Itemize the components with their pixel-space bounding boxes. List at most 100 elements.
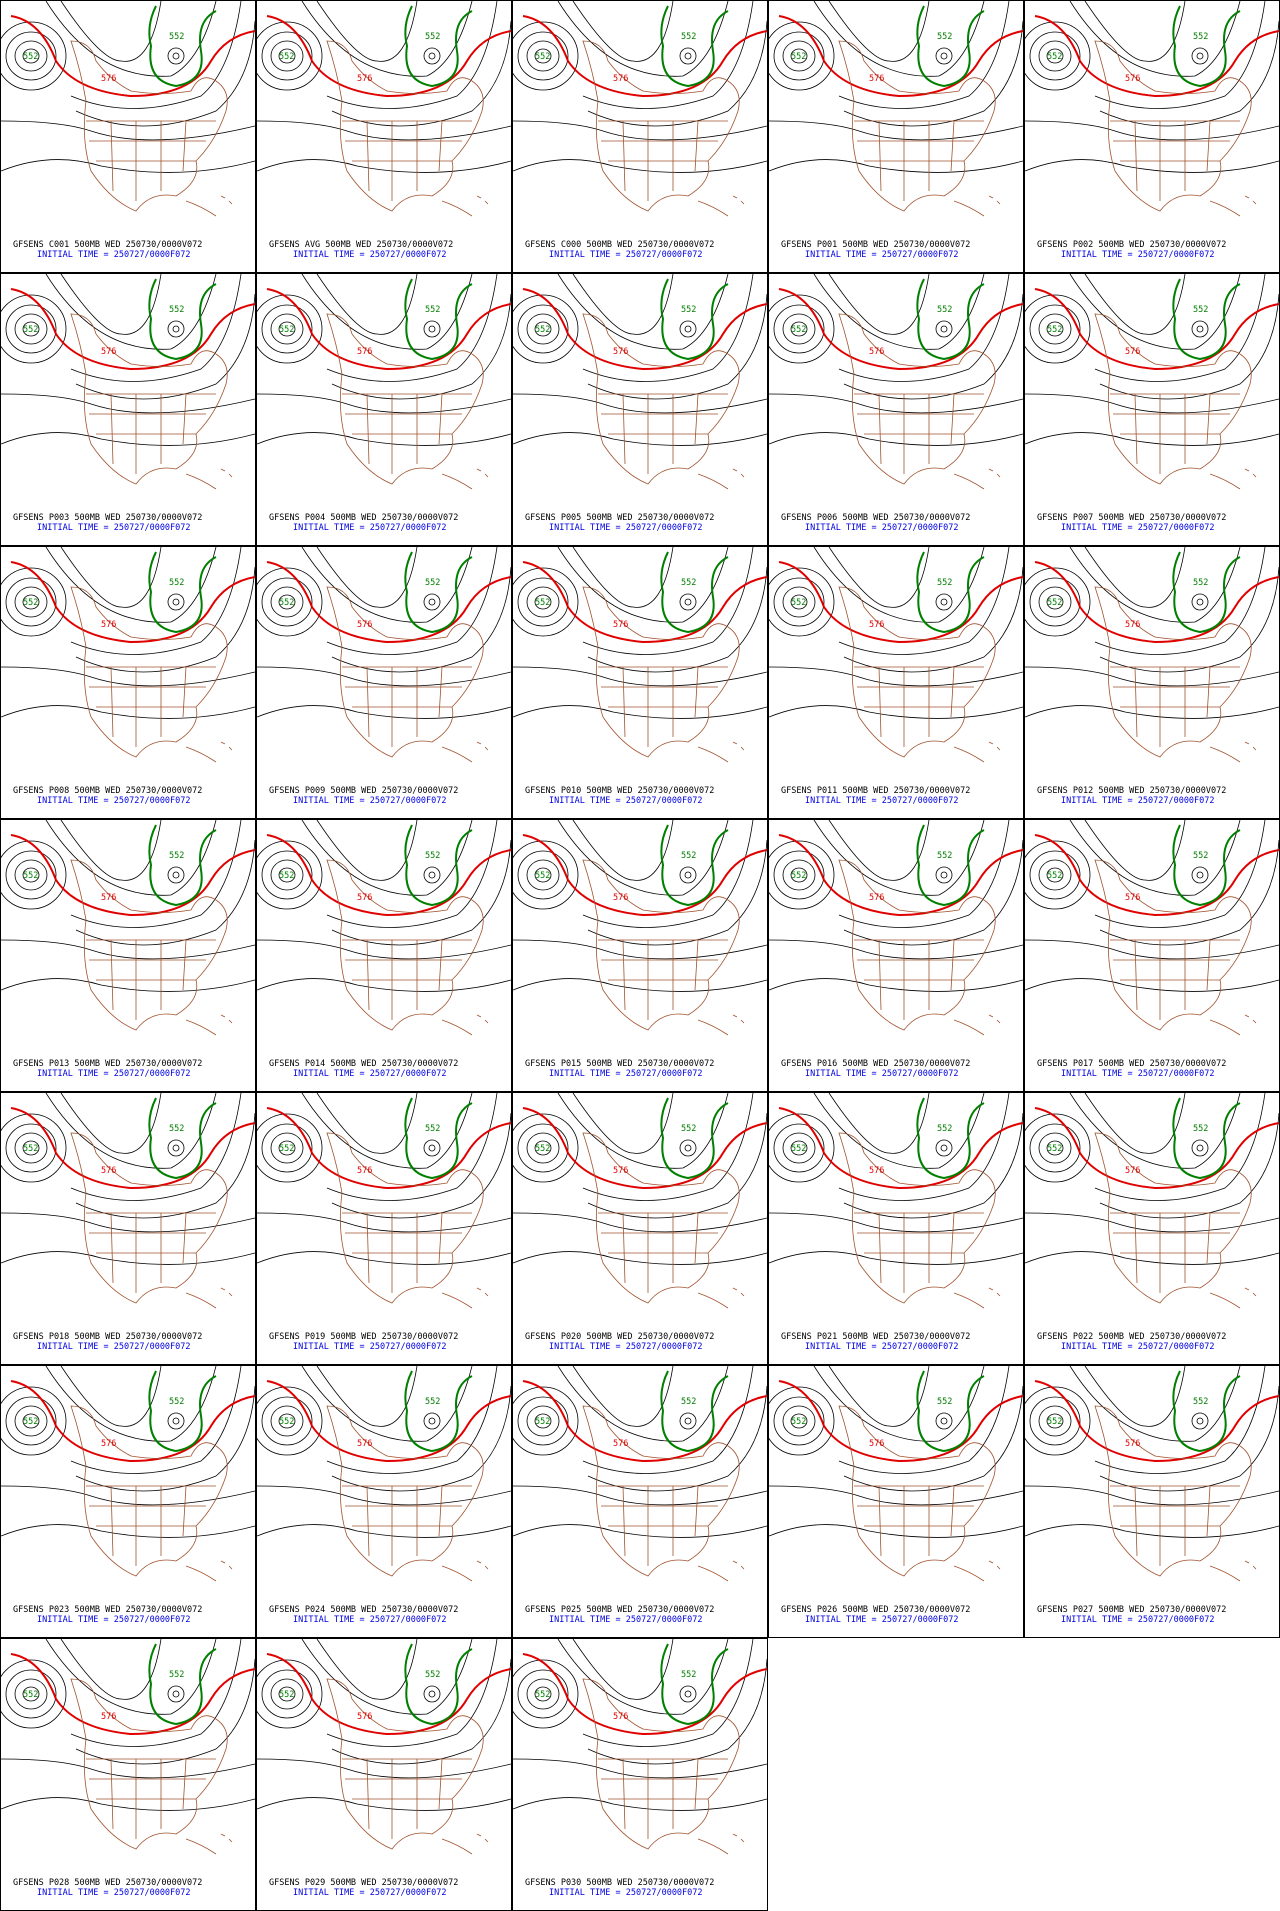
green-contour-label: 552 [681, 305, 696, 315]
green-contour-label: 552 [1193, 1124, 1208, 1134]
panel-title: GFSENS P025 500MB WED 250730/0000V072 [525, 1605, 714, 1615]
panel-title: GFSENS P012 500MB WED 250730/0000V072 [1037, 786, 1226, 796]
red-contour-label: 576 [869, 893, 884, 903]
panel-map: 552 552 576 GFSENS P025 500MB WED 250730/00… [513, 1366, 767, 1625]
panel-map: 552 552 576 GFSENS P003 500MB WED 250730/00… [1, 274, 255, 533]
panel-title: GFSENS P024 500MB WED 250730/0000V072 [269, 1605, 458, 1615]
red-contour-label: 576 [1125, 893, 1140, 903]
green-contour-label: 552 [169, 851, 184, 861]
panel-map: 552 552 576 GFSENS P028 500MB WED 250730/00… [1, 1639, 255, 1898]
panel-title: GFSENS P010 500MB WED 250730/0000V072 [525, 786, 714, 796]
red-contour-label: 576 [613, 893, 628, 903]
green-contour-label: 552 [279, 1144, 294, 1154]
green-contour-label: 552 [1047, 1144, 1062, 1154]
ensemble-panel: 552 552 576 GFSENS P005 500MB WED 250730/00… [512, 273, 768, 546]
panel-subtitle: INITIAL TIME = 250727/0000F072 [293, 250, 447, 260]
ensemble-panel: 552 552 576 GFSENS P004 500MB WED 250730/00… [256, 273, 512, 546]
green-contour-label: 552 [425, 32, 440, 42]
ensemble-panel: 552 552 576 GFSENS P019 500MB WED 250730/00… [256, 1092, 512, 1365]
green-contour-label: 552 [681, 1124, 696, 1134]
green-contour-label: 552 [535, 1417, 550, 1427]
green-contour-label: 552 [425, 851, 440, 861]
ensemble-panel: 552 552 576 GFSENS P025 500MB WED 250730/00… [512, 1365, 768, 1638]
green-contour-label: 552 [425, 1124, 440, 1134]
map-contours [257, 1366, 511, 1582]
panel-title: GFSENS P027 500MB WED 250730/0000V072 [1037, 1605, 1226, 1615]
panel-subtitle: INITIAL TIME = 250727/0000F072 [293, 1888, 447, 1898]
ensemble-panel: 552 552 576 GFSENS P014 500MB WED 250730/00… [256, 819, 512, 1092]
green-contour-label: 552 [23, 598, 38, 608]
red-contour-label: 576 [1125, 1166, 1140, 1176]
ensemble-panel: 552 552 576 GFSENS P003 500MB WED 250730/00… [0, 273, 256, 546]
map-contours [1025, 1093, 1279, 1309]
red-contour-label: 576 [869, 620, 884, 630]
green-contour-label: 552 [1193, 305, 1208, 315]
ensemble-panel: 552 552 576 GFSENS P021 500MB WED 250730/00… [768, 1092, 1024, 1365]
green-contour-label: 552 [279, 52, 294, 62]
panel-map: 552 552 576 GFSENS P004 500MB WED 250730/00… [257, 274, 511, 533]
panel-subtitle: INITIAL TIME = 250727/0000F072 [805, 250, 959, 260]
panel-title: GFSENS P022 500MB WED 250730/0000V072 [1037, 1332, 1226, 1342]
red-contour-label: 576 [613, 1166, 628, 1176]
green-contour-label: 552 [937, 851, 952, 861]
ensemble-panel: 552 552 576 GFSENS P030 500MB WED 250730/00… [512, 1638, 768, 1911]
panel-subtitle: INITIAL TIME = 250727/0000F072 [37, 1888, 191, 1898]
green-contour-label: 552 [23, 52, 38, 62]
panel-map: 552 552 576 GFSENS P001 500MB WED 250730/00… [769, 1, 1023, 260]
map-contours [513, 820, 767, 1036]
map-contours [1, 1366, 255, 1582]
green-contour-label: 552 [169, 1397, 184, 1407]
red-contour-label: 576 [101, 1166, 116, 1176]
red-contour-label: 576 [613, 1712, 628, 1722]
green-contour-label: 552 [23, 1417, 38, 1427]
panel-title: GFSENS P013 500MB WED 250730/0000V072 [13, 1059, 202, 1069]
green-contour-label: 552 [23, 1690, 38, 1700]
panel-title: GFSENS P008 500MB WED 250730/0000V072 [13, 786, 202, 796]
map-contours [257, 274, 511, 490]
panel-subtitle: INITIAL TIME = 250727/0000F072 [293, 796, 447, 806]
green-contour-label: 552 [1047, 325, 1062, 335]
green-contour-label: 552 [1193, 578, 1208, 588]
map-contours [1025, 1366, 1279, 1582]
ensemble-panel: 552 552 576 GFSENS P006 500MB WED 250730/00… [768, 273, 1024, 546]
red-contour-label: 576 [613, 74, 628, 84]
map-contours [1025, 274, 1279, 490]
green-contour-label: 552 [169, 578, 184, 588]
ensemble-panel: 552 552 576 GFSENS P009 500MB WED 250730/00… [256, 546, 512, 819]
panel-subtitle: INITIAL TIME = 250727/0000F072 [1061, 1069, 1215, 1079]
map-contours [257, 1093, 511, 1309]
ensemble-panel: 552 552 576 GFSENS P026 500MB WED 250730/00… [768, 1365, 1024, 1638]
green-contour-label: 552 [535, 1690, 550, 1700]
ensemble-panel: 552 552 576 GFSENS P023 500MB WED 250730/00… [0, 1365, 256, 1638]
red-contour-label: 576 [357, 1166, 372, 1176]
green-contour-label: 552 [937, 305, 952, 315]
green-contour-label: 552 [791, 598, 806, 608]
green-contour-label: 552 [681, 32, 696, 42]
green-contour-label: 552 [279, 871, 294, 881]
red-contour-label: 576 [357, 1439, 372, 1449]
green-contour-label: 552 [169, 1670, 184, 1680]
panel-title: GFSENS P016 500MB WED 250730/0000V072 [781, 1059, 970, 1069]
green-contour-label: 552 [1047, 52, 1062, 62]
panel-title: GFSENS P002 500MB WED 250730/0000V072 [1037, 240, 1226, 250]
green-contour-label: 552 [535, 871, 550, 881]
panel-subtitle: INITIAL TIME = 250727/0000F072 [549, 523, 703, 533]
panel-subtitle: INITIAL TIME = 250727/0000F072 [549, 250, 703, 260]
map-contours [513, 1639, 767, 1855]
panel-map: 552 552 576 GFSENS P012 500MB WED 250730/00… [1025, 547, 1279, 806]
red-contour-label: 576 [613, 1439, 628, 1449]
map-contours [513, 1, 767, 217]
green-contour-label: 552 [681, 851, 696, 861]
panel-subtitle: INITIAL TIME = 250727/0000F072 [805, 523, 959, 533]
green-contour-label: 552 [1047, 598, 1062, 608]
panel-map: 552 552 576 GFSENS P013 500MB WED 250730/00… [1, 820, 255, 1079]
green-contour-label: 552 [791, 871, 806, 881]
ensemble-panel: 552 552 576 GFSENS P011 500MB WED 250730/00… [768, 546, 1024, 819]
ensemble-panel: 552 552 576 GFSENS P027 500MB WED 250730/00… [1024, 1365, 1280, 1638]
map-contours [769, 1093, 1023, 1309]
map-contours [1025, 1, 1279, 217]
green-contour-label: 552 [425, 1397, 440, 1407]
panel-title: GFSENS P026 500MB WED 250730/0000V072 [781, 1605, 970, 1615]
ensemble-panel: 552 552 576 GFSENS P018 500MB WED 250730/00… [0, 1092, 256, 1365]
red-contour-label: 576 [101, 620, 116, 630]
